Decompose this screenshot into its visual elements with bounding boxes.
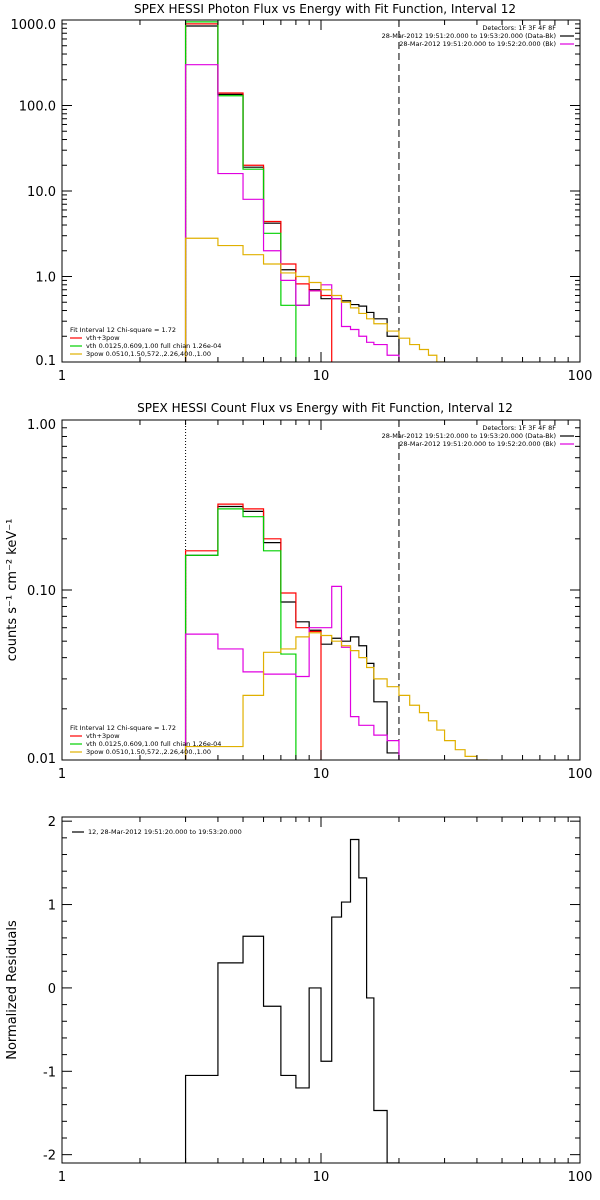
y-tick-label: 1000.0 xyxy=(11,18,57,33)
y-tick-label: 0.10 xyxy=(27,584,56,599)
y-tick-label: 0.1 xyxy=(35,354,56,369)
x-tick-label: 10 xyxy=(313,767,330,782)
series-bk-line xyxy=(184,64,400,362)
photon-flux-panel: SPEX HESSI Photon Flux vs Energy with Fi… xyxy=(11,2,593,384)
x-tick-label: 1 xyxy=(58,369,66,384)
legend-label: vth+3pow xyxy=(86,334,120,342)
count-flux-title: SPEX HESSI Count Flux vs Energy with Fit… xyxy=(137,401,513,415)
y-tick-label: 0.01 xyxy=(27,752,56,767)
series-3pow-line xyxy=(184,237,445,362)
y-tick-label: -1 xyxy=(43,1065,56,1080)
x-tick-label: 10 xyxy=(313,1170,330,1185)
y-tick-label: 1 xyxy=(48,899,56,914)
y-axis-label: Normalized Residuals xyxy=(5,920,20,1060)
header-line: 28-Mar-2012 19:51:20.000 to 19:53:20.000… xyxy=(382,432,556,440)
legend-label: vth 0.0125,0.609,1.00 full chian 1.26e-0… xyxy=(86,740,221,748)
plot-frame xyxy=(61,19,581,363)
legend-label: 3pow 0.0510,1.50,572.,2.26,400.,1.00 xyxy=(86,350,211,358)
series-vth-3pow-line xyxy=(184,23,333,362)
legend-label: vth+3pow xyxy=(86,732,120,740)
series-data-bk-line xyxy=(184,505,400,760)
header-line: 28-Mar-2012 19:51:20.000 to 19:52:20.000… xyxy=(399,40,556,48)
x-tick-label: 100 xyxy=(568,369,593,384)
series-vth-line xyxy=(184,508,297,760)
header-line: 28-Mar-2012 19:51:20.000 to 19:53:20.000… xyxy=(382,32,556,40)
series-bk-line xyxy=(184,585,400,760)
y-tick-label: 0 xyxy=(48,982,56,997)
series-residual-line xyxy=(184,838,399,1163)
y-tick-label: 1.00 xyxy=(27,418,56,433)
header-line: Detectors: 1F 3F 4F 8F xyxy=(482,24,556,32)
x-tick-label: 100 xyxy=(568,767,593,782)
series-vth-3pow-line xyxy=(184,503,322,760)
y-tick-label: 2 xyxy=(48,815,56,830)
x-tick-label: 10 xyxy=(313,369,330,384)
y-tick-label: 1.0 xyxy=(35,271,56,286)
y-axis-label: counts s⁻¹ cm⁻² keV⁻¹ xyxy=(5,519,20,662)
residuals-panel: 1 10 100 -2 -1 0 1 2 Normalized Residuals 12, 28-… xyxy=(5,815,592,1185)
legend-label: 3pow 0.0510,1.50,572.,2.26,400.,1.00 xyxy=(86,748,211,756)
photon-flux-title: SPEX HESSI Photon Flux vs Energy with Fi… xyxy=(134,2,516,16)
x-tick-label: 100 xyxy=(568,1170,593,1185)
y-tick-label: 10.0 xyxy=(27,185,56,200)
y-tick-label: 100.0 xyxy=(19,100,56,115)
legend-fit-summary: Fit Interval 12 Chi-square = 1.72 xyxy=(70,326,176,334)
legend-fit-summary: Fit Interval 12 Chi-square = 1.72 xyxy=(70,724,176,732)
series-vth-line xyxy=(184,21,297,362)
x-tick-label: 1 xyxy=(58,1170,66,1185)
series-group xyxy=(184,838,399,1163)
series-group xyxy=(184,21,445,362)
header-line: 28-Mar-2012 19:51:20.000 to 19:52:20.000… xyxy=(399,440,556,448)
series-group xyxy=(184,503,488,760)
x-tick-label: 1 xyxy=(58,767,66,782)
y-tick-label: -2 xyxy=(43,1149,56,1164)
series-3pow-line xyxy=(184,632,488,760)
legend-label: 12, 28-Mar-2012 19:51:20.000 to 19:53:20… xyxy=(88,828,242,836)
legend-label: vth 0.0125,0.609,1.00 full chian 1.26e-0… xyxy=(86,342,221,350)
count-flux-panel: SPEX HESSI Count Flux vs Energy with Fit… xyxy=(5,401,592,782)
header-line: Detectors: 1F 3F 4F 8F xyxy=(482,424,556,432)
